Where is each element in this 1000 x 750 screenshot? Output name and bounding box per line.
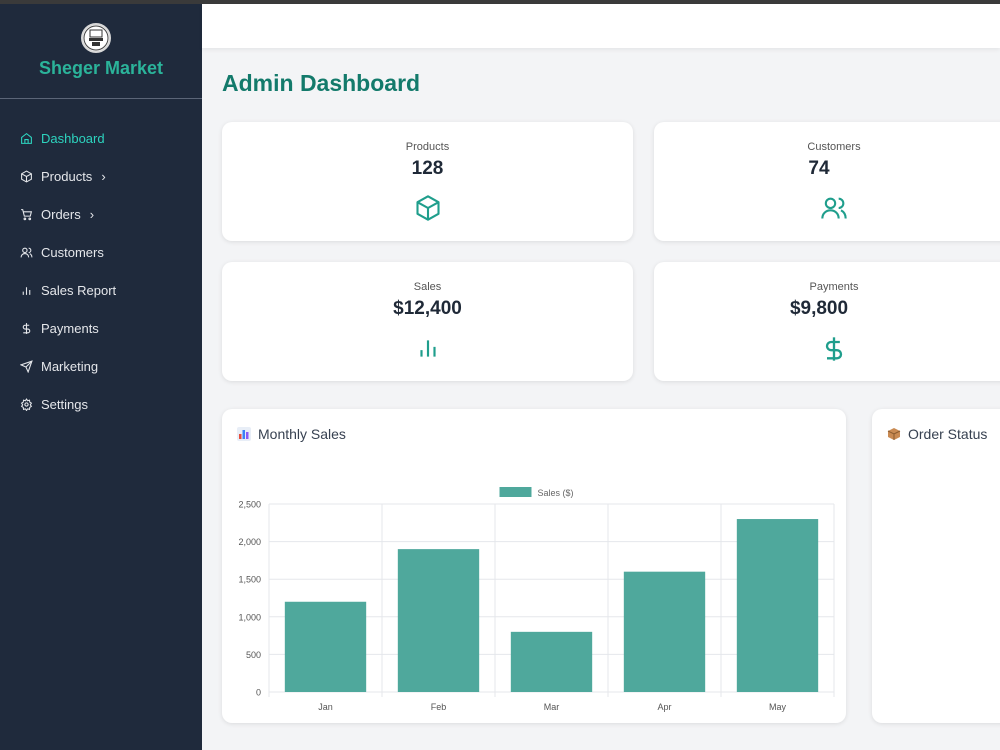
x-tick-label: Feb	[431, 702, 447, 712]
x-tick-label: Jan	[318, 702, 333, 712]
sidebar-item-label: Orders	[41, 206, 81, 222]
sidebar-item-dashboard[interactable]: Dashboard	[0, 119, 202, 157]
y-tick-label: 500	[246, 650, 261, 660]
cart-icon	[19, 207, 33, 221]
brand-name: Sheger Market	[38, 58, 164, 78]
sidebar-nav: Dashboard Products › Orders › Customers	[0, 119, 202, 423]
sidebar-item-payments[interactable]: Payments	[0, 309, 202, 347]
stat-card-customers: Customers 74	[654, 122, 1000, 241]
stat-value: $9,800	[789, 298, 849, 319]
sidebar-item-customers[interactable]: Customers	[0, 233, 202, 271]
legend-swatch	[499, 487, 532, 497]
stat-card-sales: Sales $12,400	[222, 262, 633, 381]
send-icon	[19, 359, 33, 373]
sidebar-item-label: Customers	[41, 244, 104, 260]
dollar-icon	[654, 334, 1000, 364]
brand-header: Sheger Market	[0, 4, 202, 99]
sidebar-item-label: Sales Report	[41, 282, 117, 298]
sidebar-item-products[interactable]: Products ›	[0, 157, 202, 195]
top-bar	[202, 4, 1000, 48]
stat-card-payments: Payments $9,800	[654, 262, 1000, 381]
sidebar-item-label: Marketing	[41, 358, 99, 374]
box-icon	[222, 194, 633, 222]
home-icon	[19, 131, 33, 145]
stat-label: Customers	[807, 141, 861, 153]
panel-title: Monthly Sales	[237, 426, 346, 442]
page-title: Admin Dashboard	[222, 70, 421, 96]
window-top-strip	[0, 0, 1000, 4]
bar-may	[736, 519, 819, 692]
box-icon	[19, 169, 33, 183]
monthly-sales-chart: 0 500 1,000 1,500 2,000 2,500 Jan Feb Mar Apr May S…	[238, 487, 835, 712]
package-emoji-icon	[887, 427, 901, 441]
sidebar: Sheger Market Dashboard Products › Order…	[0, 4, 202, 750]
x-tick-label: Mar	[544, 702, 560, 712]
order-status-panel: Order Status	[872, 409, 1000, 723]
x-tick-label: Apr	[657, 702, 671, 712]
bar-mar	[510, 631, 593, 692]
stat-value: $12,400	[393, 298, 462, 319]
stat-label: Payments	[809, 281, 859, 293]
brand-logo	[81, 23, 111, 53]
bar-apr	[623, 571, 706, 692]
gear-icon	[19, 397, 33, 411]
chart-emoji-icon	[237, 427, 251, 441]
y-tick-label: 1,000	[238, 612, 261, 622]
sidebar-item-orders[interactable]: Orders ›	[0, 195, 202, 233]
y-tick-label: 2,500	[238, 500, 261, 510]
bar-chart-icon	[222, 334, 633, 362]
bar-chart-icon	[19, 283, 33, 297]
chevron-right-icon[interactable]: ›	[89, 206, 95, 222]
stat-label: Sales	[413, 281, 442, 293]
users-icon	[654, 194, 1000, 222]
sidebar-item-settings[interactable]: Settings	[0, 385, 202, 423]
sidebar-item-label: Products	[41, 168, 93, 184]
dollar-icon	[19, 321, 33, 335]
order-status-title: Order Status	[908, 426, 988, 442]
monthly-sales-panel: Monthly Sales 0 500 1,000 1,500 2,000 2,500 Ja…	[222, 409, 846, 723]
panel-title: Order Status	[887, 426, 987, 442]
stat-value: 128	[411, 158, 444, 179]
sidebar-item-sales-report[interactable]: Sales Report	[0, 271, 202, 309]
bar-jan	[284, 601, 367, 692]
sidebar-item-label: Dashboard	[41, 130, 105, 146]
stat-card-products: Products 128	[222, 122, 633, 241]
sidebar-item-label: Settings	[41, 396, 88, 412]
sidebar-item-label: Payments	[41, 320, 99, 336]
y-tick-label: 1,500	[238, 575, 261, 585]
legend-label: Sales ($)	[538, 488, 574, 498]
stat-value: 74	[808, 158, 830, 179]
main-content: Admin Dashboard Products 128 Customers 7…	[202, 4, 1000, 750]
sidebar-item-marketing[interactable]: Marketing	[0, 347, 202, 385]
users-icon	[19, 245, 33, 259]
chevron-right-icon[interactable]: ›	[101, 168, 106, 184]
y-tick-label: 2,000	[238, 537, 261, 547]
y-tick-label: 0	[256, 688, 261, 698]
bar-feb	[397, 549, 480, 692]
stat-label: Products	[405, 141, 450, 153]
x-tick-label: May	[769, 702, 787, 712]
monthly-sales-title: Monthly Sales	[258, 426, 346, 442]
